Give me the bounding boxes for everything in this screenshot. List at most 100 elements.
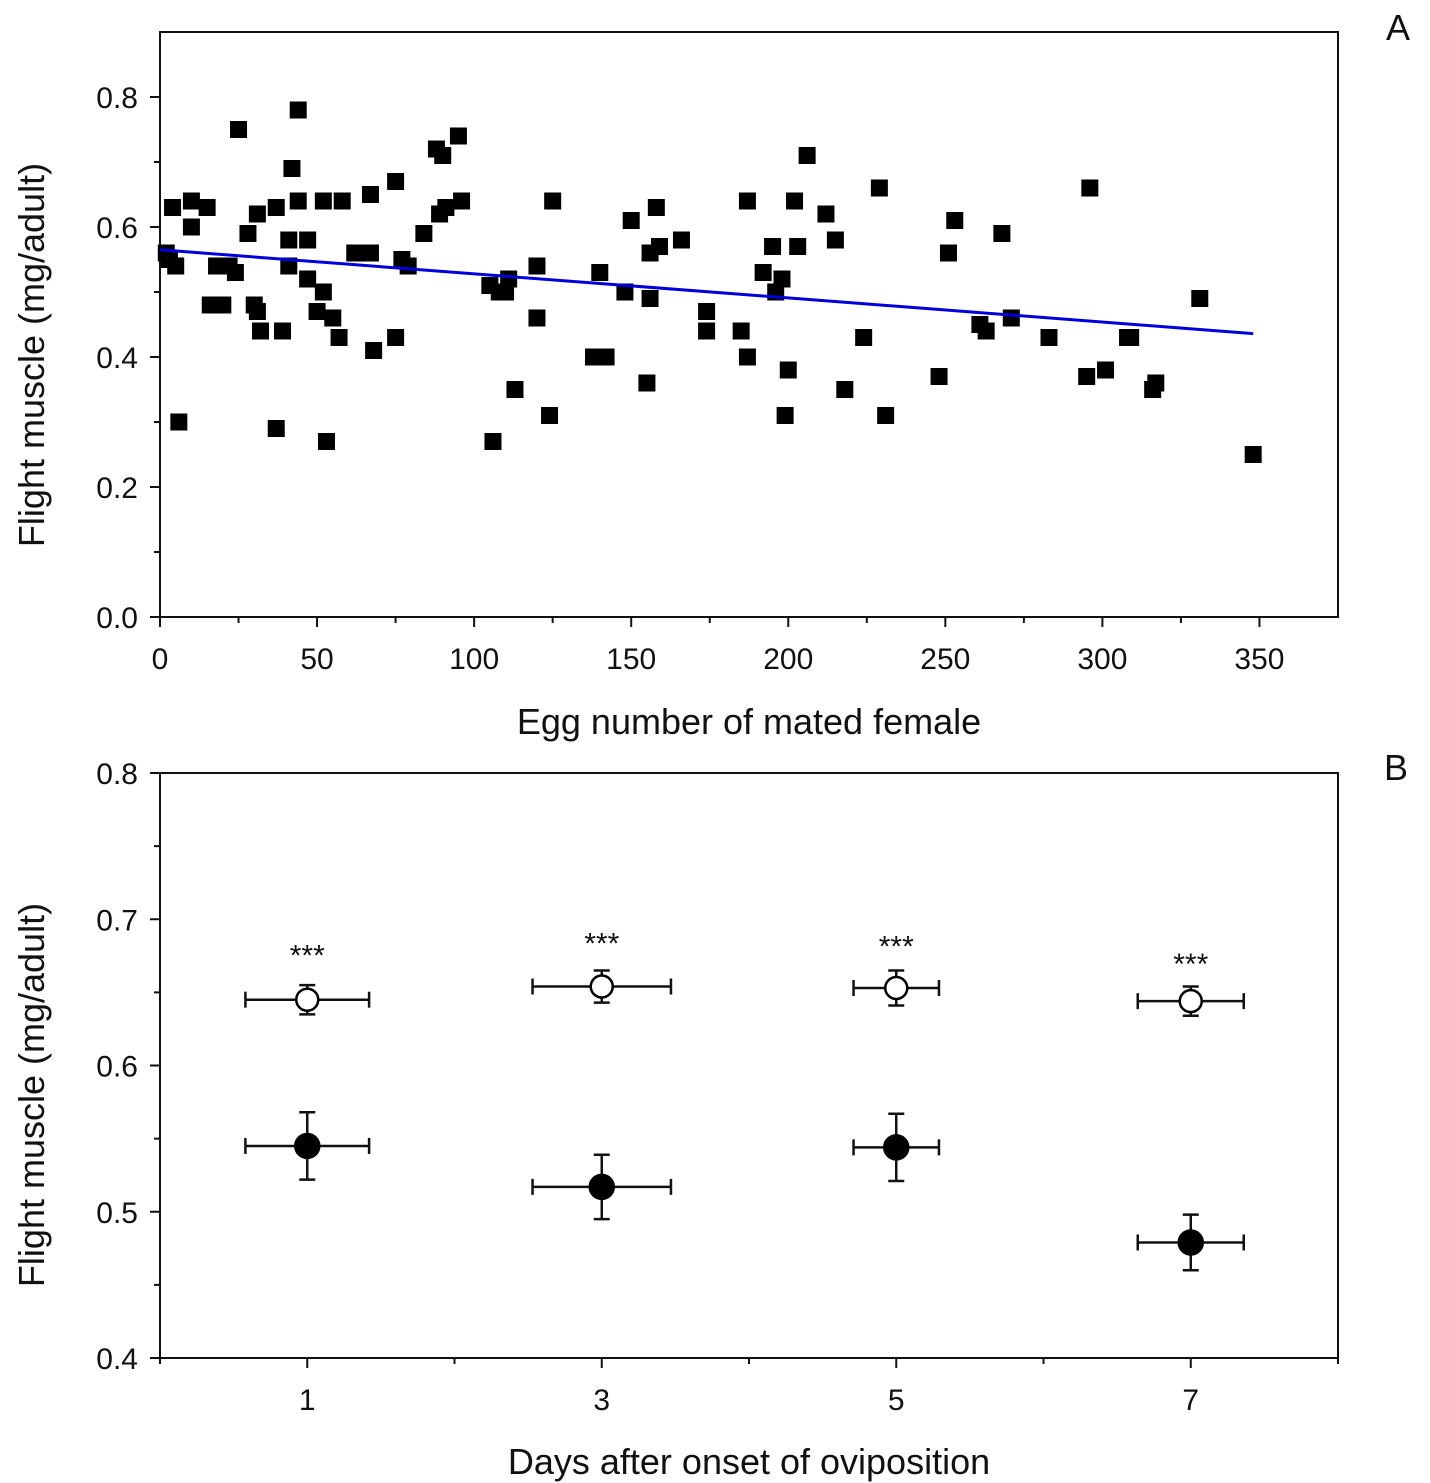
data-point: [365, 342, 383, 359]
data-point: [434, 147, 452, 164]
marker: [588, 1173, 615, 1201]
data-point: [170, 413, 188, 431]
panel-a-ticks: 0 50 100 150 200 250 300 350 0.0 0.2 0.4 0.6 0.8: [96, 82, 1284, 676]
data-point: [616, 283, 634, 301]
panel-a-frame: [159, 31, 1339, 618]
data-point: [855, 329, 873, 346]
filled-circle-point: [1136, 1213, 1246, 1272]
data-point: [198, 199, 216, 216]
data-point: [239, 225, 257, 242]
data-point: [267, 199, 285, 216]
y-tick-label: 0.8: [96, 82, 138, 115]
data-point: [230, 121, 248, 138]
panel-b: 1 3 5 7 0.4 0.5 0.6 0.7 0.8 *** *** *** *** Days af…: [11, 747, 1408, 1482]
data-point: [622, 212, 640, 229]
panel-a: 0 50 100 150 200 250 300 350 0.0 0.2 0.4 0.6 0.8 Egg…: [11, 7, 1410, 742]
data-point: [453, 192, 471, 210]
y-tick-label: 0.8: [96, 758, 138, 791]
data-point: [308, 303, 326, 320]
data-point: [267, 420, 285, 437]
data-point: [836, 381, 854, 398]
significance-label: ***: [879, 931, 914, 964]
data-point: [993, 225, 1011, 242]
data-point: [280, 257, 298, 275]
data-point: [387, 173, 405, 190]
data-point: [399, 257, 417, 275]
data-point: [1244, 446, 1262, 463]
data-point: [1078, 368, 1096, 385]
data-point: [314, 283, 332, 301]
data-point: [164, 199, 182, 216]
data-point: [817, 205, 835, 223]
data-point: [1147, 374, 1165, 392]
panel-b-annotations: *** *** *** ***: [290, 928, 1209, 981]
marker: [295, 987, 320, 1012]
data-point: [252, 322, 270, 340]
y-tick-label: 0.2: [96, 472, 138, 505]
data-point: [289, 101, 307, 119]
data-point: [977, 322, 995, 340]
panel-b-y-axis-title: Flight muscle (mg/adult): [11, 903, 52, 1287]
y-tick-label: 0.5: [96, 1197, 138, 1230]
x-tick-label: 1: [299, 1384, 316, 1417]
data-point: [330, 329, 348, 346]
panel-a-letter: A: [1386, 7, 1410, 48]
data-point: [930, 368, 948, 385]
panel-b-points: [244, 969, 1246, 1272]
data-point: [484, 433, 502, 450]
data-point: [1002, 309, 1020, 327]
y-tick-label: 0.0: [96, 602, 138, 635]
open-circle-point: [852, 969, 941, 1007]
data-point: [324, 309, 342, 327]
significance-label: ***: [584, 928, 619, 961]
y-tick-label: 0.6: [96, 1051, 138, 1084]
data-point: [299, 270, 317, 288]
data-point: [773, 270, 791, 288]
data-point: [449, 127, 467, 145]
data-point: [939, 244, 957, 262]
x-tick-label: 5: [888, 1384, 905, 1417]
panel-a-x-axis-title: Egg number of mated female: [517, 701, 981, 742]
data-point: [779, 361, 797, 379]
panel-a-fit-line: [159, 248, 1254, 336]
significance-label: ***: [1173, 948, 1208, 981]
data-point: [738, 192, 756, 210]
y-tick-label: 0.4: [96, 1343, 138, 1376]
open-circle-point: [244, 983, 371, 1016]
x-tick-label: 0: [152, 643, 169, 676]
x-tick-label: 150: [606, 643, 656, 676]
x-tick-label: 7: [1182, 1384, 1199, 1417]
marker: [294, 1132, 321, 1160]
x-tick-label: 300: [1077, 643, 1127, 676]
data-point: [544, 192, 562, 210]
data-point: [248, 303, 266, 320]
data-point: [698, 303, 716, 320]
data-point: [541, 407, 559, 424]
data-point: [672, 231, 690, 249]
data-point: [333, 192, 351, 210]
data-point: [506, 381, 524, 398]
regression-line: [159, 248, 1254, 336]
data-point: [798, 147, 816, 164]
marker: [589, 974, 614, 999]
y-tick-label: 0.7: [96, 904, 138, 937]
filled-circle-point: [244, 1111, 371, 1181]
panel-b-frame: [159, 772, 1339, 1359]
data-point: [1191, 290, 1209, 307]
marker: [1178, 988, 1203, 1014]
data-point: [776, 407, 794, 424]
data-point: [826, 231, 844, 249]
x-tick-label: 3: [593, 1384, 610, 1417]
data-point: [1040, 329, 1058, 346]
filled-circle-point: [531, 1153, 673, 1221]
data-point: [283, 160, 301, 177]
open-circle-point: [531, 969, 673, 1004]
marker: [884, 975, 909, 1001]
marker: [883, 1134, 910, 1161]
data-point: [289, 192, 307, 210]
data-point: [415, 225, 433, 242]
data-point: [167, 257, 185, 275]
data-point: [387, 329, 405, 346]
x-tick-label: 50: [300, 643, 333, 676]
